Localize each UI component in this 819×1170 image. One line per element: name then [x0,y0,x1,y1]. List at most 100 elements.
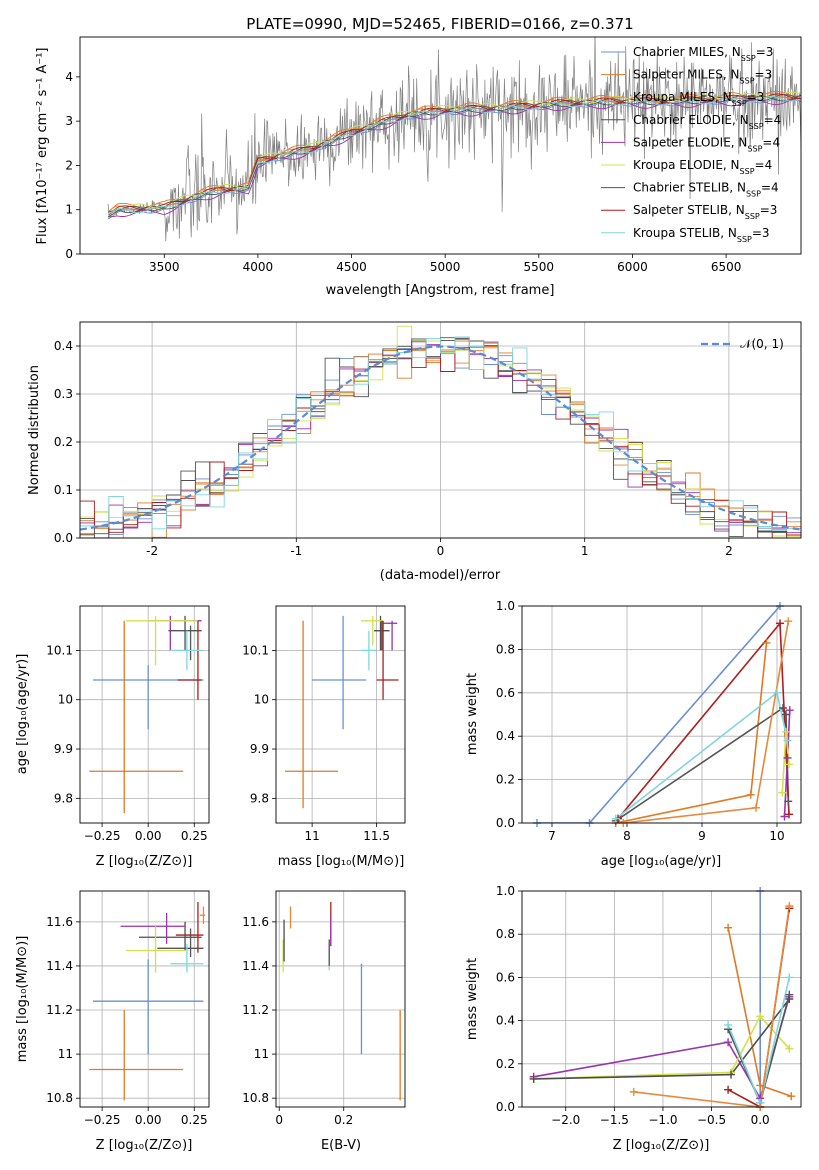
gaussian-reference-curve [80,345,801,531]
x-tick-label: -2 [146,544,158,558]
y-tick-label: 0.4 [54,339,73,353]
x-tick-label: 0 [275,1113,283,1127]
legend-entry: Kroupa ELODIE, NSSP=4 [633,158,772,176]
x-tick-label: 0 [437,544,445,558]
weight-marker [611,814,620,823]
x-tick-label: 5500 [524,260,555,274]
y-axis-label: Flux [fλ10⁻¹⁷ erg cm⁻² s⁻¹ A⁻¹] [35,48,50,245]
x-tick-label: −0.25 [84,1113,121,1127]
plot-area-spectrum [107,37,801,242]
axes-frame [275,605,406,824]
x-axis-label: age [log₁₀(age/yr)] [601,854,722,869]
weight-marker [785,1044,794,1053]
weight-marker [724,1020,733,1029]
y-tick-label: 0.4 [496,1014,515,1028]
y-tick-label: 11.4 [242,959,269,973]
x-tick-label: 11 [304,829,319,843]
y-tick-label: 0.6 [496,686,515,700]
weight-marker [756,1012,765,1021]
weight-marker [784,797,793,806]
weight-marker [756,1081,765,1090]
weight-marker [785,706,794,715]
y-tick-label: 0.1 [54,483,73,497]
x-tick-label: 6000 [617,260,648,274]
legend-entry: Kroupa STELIB, NSSP=3 [633,226,770,244]
y-tick-label: 9.9 [54,742,73,756]
y-tick-label: 10.1 [46,643,73,657]
weight-marker [746,790,755,799]
y-tick-label: 11.2 [46,1003,73,1017]
subplot-age_weight: 7 8 9 10 0.0 0.2 0.4 0.6 0.8 1.0 age [log₁₀(age/yr… [465,599,802,869]
legend-entry: Salpeter MILES, NSSP=3 [633,68,772,86]
legend-entry: 𝒩(0, 1) [740,337,784,351]
axes-frame [275,890,406,1108]
axes-frame [79,36,802,255]
y-tick-label: 11.2 [242,1003,269,1017]
y-tick-label: 11.6 [242,915,269,929]
y-tick-label: 1 [65,203,73,217]
x-tick-label: 2 [725,544,733,558]
y-axis-label: mass weight [465,958,480,1040]
x-tick-label: -1 [290,544,302,558]
weight-marker [529,1074,538,1083]
x-tick-label: 0.25 [181,1113,208,1127]
y-tick-label: 9.8 [54,791,73,805]
y-axis-label: mass [log₁₀(M/M⊙)] [15,936,30,1063]
y-tick-label: 11.4 [46,959,73,973]
weight-marker [787,1092,796,1101]
y-tick-label: 0.4 [496,729,515,743]
axes-frame [79,321,802,539]
x-axis-label: E(B-V) [321,1138,361,1153]
y-tick-label: 3 [65,114,73,128]
weight-marker [782,710,790,719]
weight-marker [752,803,760,812]
weight-marker [785,973,794,982]
x-tick-label: 0.00 [135,1113,162,1127]
subplot-z_mass: −0.25 0.00 0.25 10.8 11 11.2 11.4 11.6 Z [log₁₀(… [15,890,210,1153]
y-tick-label: 10.8 [46,1091,73,1105]
x-tick-label: 6500 [711,260,742,274]
weight-marker [783,753,792,762]
y-tick-label: 0.0 [496,816,515,830]
x-tick-label: 0.00 [135,829,162,843]
weight-marker [785,990,794,999]
spectrum-model-line-6 [107,94,801,218]
x-tick-label: −0.25 [84,829,121,843]
x-tick-label: −1.0 [648,1113,677,1127]
x-tick-label: 3500 [149,260,180,274]
legend: Chabrier MILES, NSSP=3 Salpeter MILES, NS… [601,45,781,243]
axes-frame [79,605,210,824]
weight-marker [778,788,787,797]
x-tick-label: 5000 [430,260,461,274]
x-tick-label: 8 [623,829,631,843]
y-tick-label: 11 [58,1047,73,1061]
figure-title: PLATE=0990, MJD=52465, FIBERID=0166, z=0… [246,15,633,33]
weight-marker [724,1038,733,1047]
subplot-residuals: -2 -1 0 1 2 0.0 0.1 0.2 0.3 0.4 (data-model)/error… [27,321,802,583]
histogram-step-7 [80,342,801,538]
x-tick-label: 7 [548,829,556,843]
y-axis-label: mass weight [465,673,480,755]
x-tick-label: −0.5 [697,1113,726,1127]
weight-line-8 [633,905,791,1107]
y-tick-label: 10.8 [242,1091,269,1105]
legend-entry: Salpeter STELIB, NSSP=3 [633,203,777,221]
x-axis-label: Z [log₁₀(Z/Z⊙)] [613,1138,710,1153]
x-tick-label: 10 [769,829,784,843]
x-tick-label: 4000 [243,260,274,274]
subplot-z_age: −0.25 0.00 0.25 9.8 9.9 10 10.1 Z [log₁₀(Z/Z⊙)]… [15,605,210,869]
weight-marker [727,1070,736,1079]
x-tick-label: −2.0 [551,1113,580,1127]
y-tick-label: 9.8 [250,791,269,805]
axes-frame [521,605,802,824]
legend-entry: Salpeter ELODIE, NSSP=4 [633,135,780,153]
weight-marker [782,727,790,736]
legend-entry: Chabrier STELIB, NSSP=4 [633,181,779,199]
x-tick-label: 0.25 [181,829,208,843]
subplot-mass_age: 11 11.5 9.8 9.9 10 10.1 mass [log₁₀(M/M⊙)] [242,605,406,869]
axes-frame [521,890,802,1108]
x-axis-label: (data-model)/error [380,568,501,583]
histogram-step-2 [80,347,801,538]
